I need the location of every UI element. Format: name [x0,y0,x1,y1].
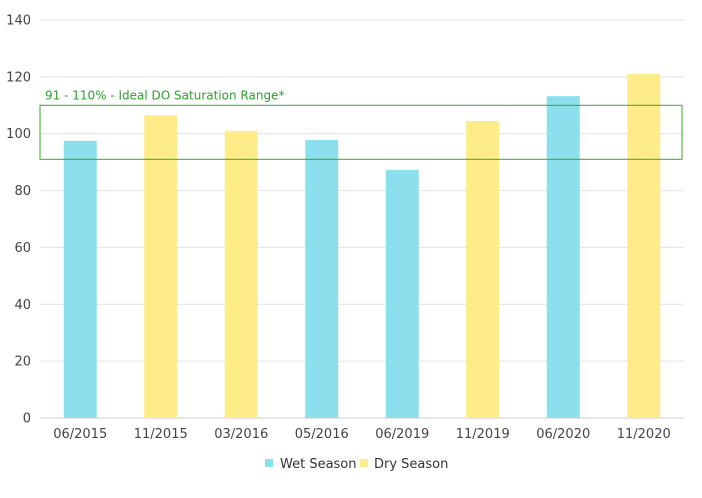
legend: Wet Season Dry Season [265,457,448,472]
y-tick-label: 140 [6,14,31,29]
y-tick-label: 120 [6,70,31,85]
ideal-range-rect [39,104,683,160]
y-tick-label: 20 [14,355,31,370]
gridlines [40,19,684,419]
bar [144,115,178,418]
bar [627,74,661,418]
bar [305,139,339,418]
y-tick-label: 60 [14,241,31,256]
legend-swatch-wet [265,459,273,467]
y-tick-label: 40 [14,298,31,313]
x-tick-label: 11/2019 [456,427,510,442]
y-tick-label: 80 [14,184,31,199]
x-tick-label: 05/2016 [295,427,349,442]
ideal-range-label: 91 - 110% - Ideal DO Saturation Range* [45,88,284,102]
bar [546,96,580,418]
x-tick-label: 03/2016 [214,427,268,442]
bars [63,74,661,419]
legend-swatch-dry [360,459,368,467]
bar [63,140,97,419]
y-tick-label: 100 [6,127,31,142]
bar [224,130,258,418]
x-axis-ticks: 06/2015 11/2015 03/2016 05/2016 06/2019 11/20… [53,427,671,442]
y-axis-ticks: 0 20 40 60 80 100 120 140 [6,14,31,427]
legend-label-wet: Wet Season [280,457,357,472]
x-tick-label: 06/2015 [53,427,107,442]
ideal-range-band: 91 - 110% - Ideal DO Saturation Range* [39,88,683,160]
x-tick-label: 06/2019 [375,427,429,442]
bar [466,120,500,419]
bar [385,169,419,418]
x-tick-label: 11/2020 [617,427,671,442]
legend-label-dry: Dry Season [374,457,448,472]
x-tick-label: 06/2020 [536,427,590,442]
y-tick-label: 0 [23,412,31,427]
x-tick-label: 11/2015 [134,427,188,442]
